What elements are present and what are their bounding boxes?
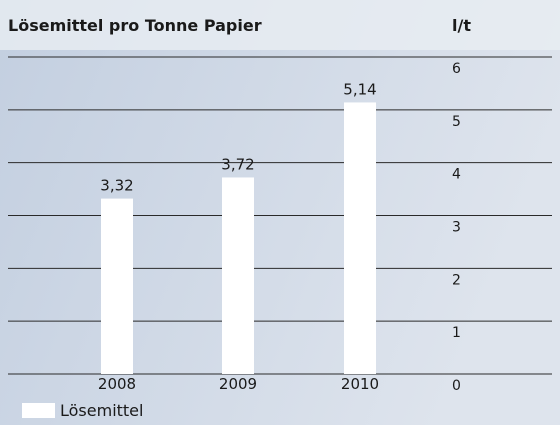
y-tick-label: 2 — [452, 272, 461, 288]
axis-unit: l/t — [452, 16, 471, 35]
data-label: 3,32 — [100, 177, 133, 195]
legend-label: Lösemittel — [60, 401, 143, 420]
data-label: 3,72 — [221, 155, 254, 173]
header-bar — [0, 0, 560, 50]
y-tick-label: 6 — [452, 61, 461, 77]
y-tick-label: 4 — [452, 167, 461, 183]
y-tick-label: 5 — [452, 114, 461, 130]
chart-title: Lösemittel pro Tonne Papier — [8, 16, 262, 35]
bar — [222, 177, 254, 374]
x-tick-label: 2008 — [98, 375, 136, 393]
y-tick-label: 0 — [452, 378, 461, 394]
data-label: 5,14 — [343, 80, 376, 98]
x-tick-label: 2009 — [219, 375, 257, 393]
y-tick-label: 3 — [452, 220, 461, 236]
legend-swatch — [22, 403, 55, 418]
y-tick-label: 1 — [452, 325, 461, 341]
bar — [101, 198, 133, 374]
x-tick-label: 2010 — [341, 375, 379, 393]
bar — [344, 102, 376, 374]
